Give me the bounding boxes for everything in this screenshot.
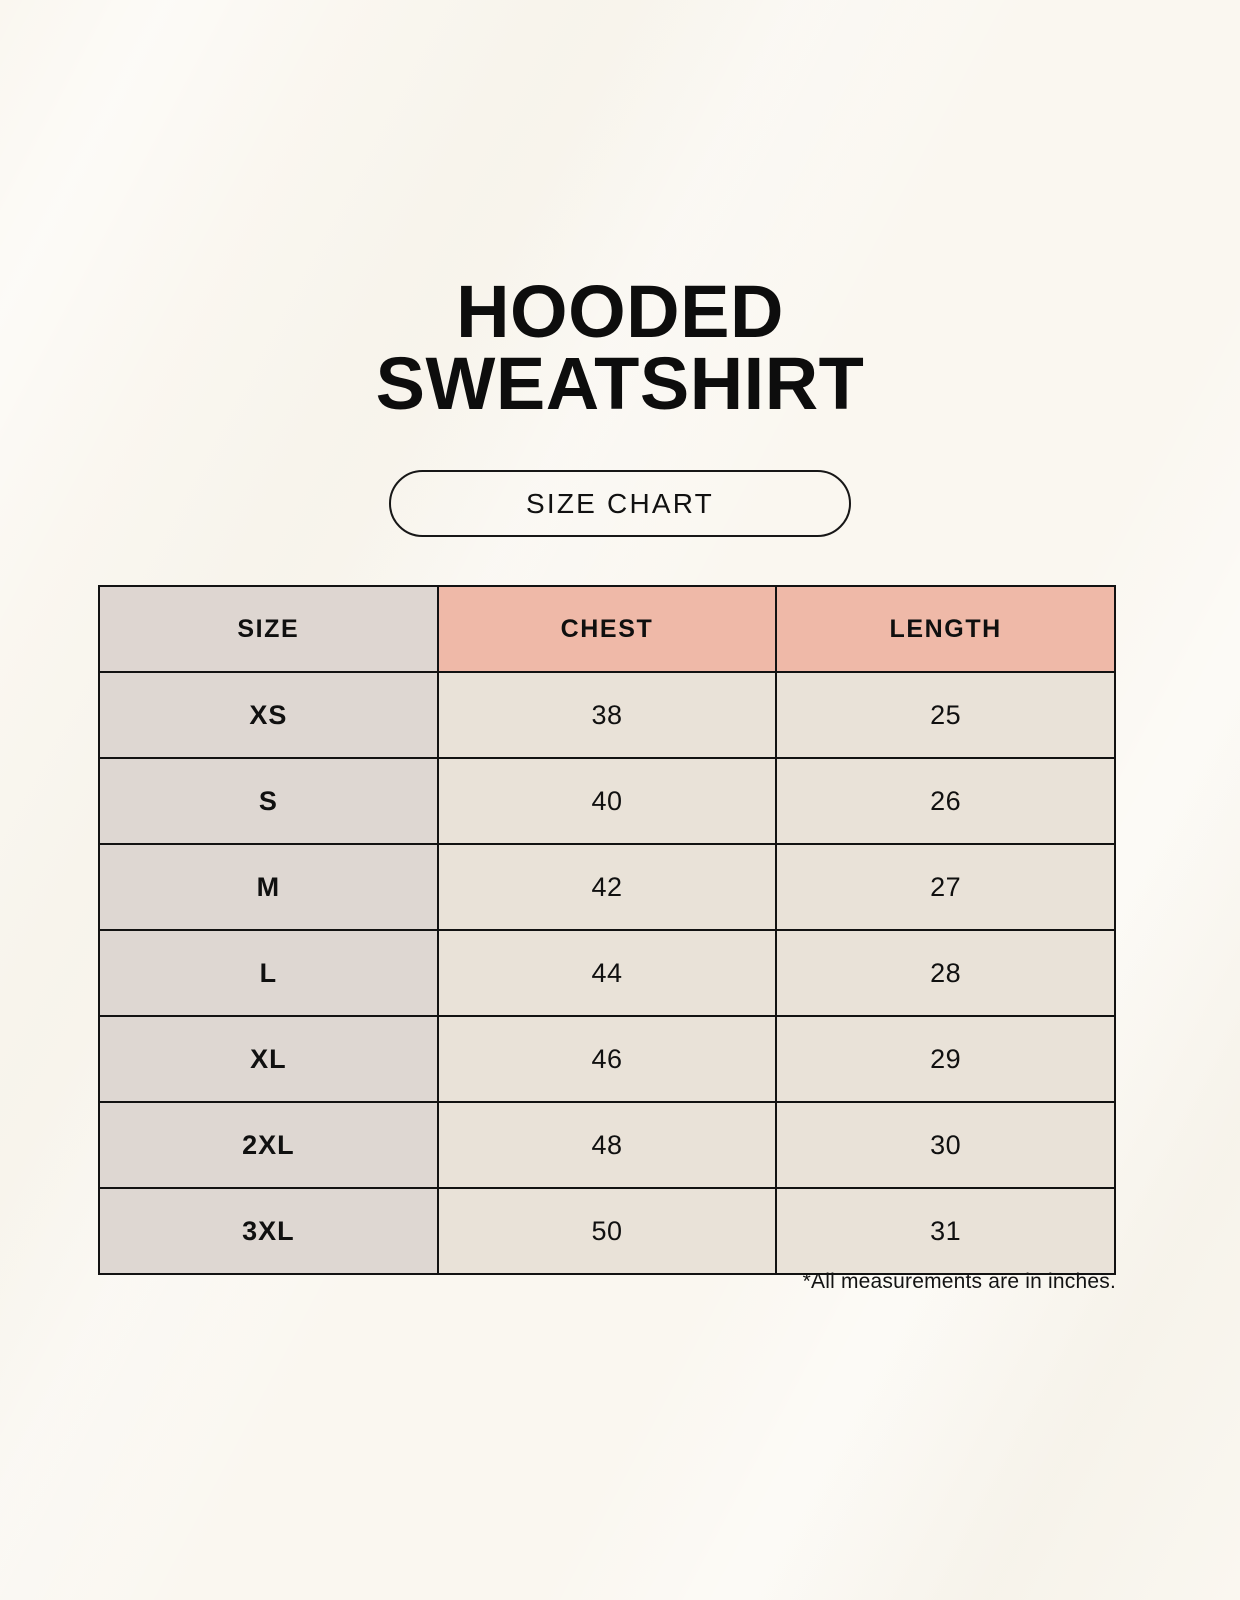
page-title-line-1: HOODED xyxy=(456,270,784,353)
column-header-length-label: LENGTH xyxy=(889,614,1002,643)
column-header-chest-label: CHEST xyxy=(560,614,654,643)
cell-chest: 46 xyxy=(436,1015,778,1103)
cell-length-value: 27 xyxy=(930,871,962,902)
page-title-line-2: SWEATSHIRT xyxy=(375,342,865,425)
measurement-footnote: *All measurements are in inches. xyxy=(802,1270,1116,1293)
column-header-size-label: SIZE xyxy=(237,614,300,643)
table-row: XL 46 29 xyxy=(98,1015,1116,1103)
cell-chest: 44 xyxy=(436,929,778,1017)
cell-size: XL xyxy=(98,1015,439,1103)
table-row: 2XL 48 30 xyxy=(98,1101,1116,1189)
cell-chest-value: 38 xyxy=(591,699,623,730)
cell-chest-value: 46 xyxy=(591,1043,623,1074)
cell-length: 30 xyxy=(775,1101,1116,1189)
table-row: L 44 28 xyxy=(98,929,1116,1017)
cell-length-value: 31 xyxy=(930,1215,962,1246)
cell-size: L xyxy=(98,929,439,1017)
cell-length: 25 xyxy=(775,671,1116,759)
cell-length-value: 30 xyxy=(930,1129,962,1160)
table-row: M 42 27 xyxy=(98,843,1116,931)
cell-size-value: L xyxy=(259,957,278,988)
cell-length: 27 xyxy=(775,843,1116,931)
cell-size-value: S xyxy=(258,785,278,816)
cell-size: S xyxy=(98,757,439,845)
cell-chest-value: 50 xyxy=(591,1215,623,1246)
size-table: SIZE CHEST LENGTH XS 38 25 S xyxy=(98,585,1116,1275)
cell-size: 3XL xyxy=(98,1187,439,1275)
cell-length-value: 25 xyxy=(930,699,962,730)
column-header-chest: CHEST xyxy=(436,585,778,673)
cell-size-value: M xyxy=(256,871,281,902)
cell-chest: 42 xyxy=(436,843,778,931)
cell-length-value: 28 xyxy=(930,957,962,988)
size-chart-badge: SIZE CHART xyxy=(389,470,851,537)
cell-size-value: XS xyxy=(249,699,288,730)
size-chart-badge-wrap: SIZE CHART xyxy=(0,470,1240,537)
cell-chest-value: 48 xyxy=(591,1129,623,1160)
size-table-container: SIZE CHEST LENGTH XS 38 25 S xyxy=(98,585,1116,1275)
size-table-body: XS 38 25 S 40 26 M 42 27 L 44 28 xyxy=(98,671,1116,1275)
cell-length-value: 26 xyxy=(930,785,962,816)
cell-chest: 50 xyxy=(436,1187,778,1275)
cell-length: 29 xyxy=(775,1015,1116,1103)
cell-length: 26 xyxy=(775,757,1116,845)
column-header-size: SIZE xyxy=(98,585,439,673)
cell-chest-value: 40 xyxy=(591,785,623,816)
cell-size-value: XL xyxy=(250,1043,287,1074)
page-title: HOODED SWEATSHIRT xyxy=(0,270,1240,425)
table-row: 3XL 50 31 xyxy=(98,1187,1116,1275)
cell-chest-value: 44 xyxy=(591,957,623,988)
cell-length: 31 xyxy=(775,1187,1116,1275)
cell-size-value: 2XL xyxy=(242,1129,295,1160)
table-row: S 40 26 xyxy=(98,757,1116,845)
cell-size: M xyxy=(98,843,439,931)
size-table-head: SIZE CHEST LENGTH xyxy=(98,585,1116,673)
column-header-length: LENGTH xyxy=(775,585,1116,673)
cell-length-value: 29 xyxy=(930,1043,962,1074)
cell-size-value: 3XL xyxy=(242,1215,295,1246)
cell-size: 2XL xyxy=(98,1101,439,1189)
cell-length: 28 xyxy=(775,929,1116,1017)
cell-chest: 40 xyxy=(436,757,778,845)
table-header-row: SIZE CHEST LENGTH xyxy=(98,585,1116,673)
cell-chest: 38 xyxy=(436,671,778,759)
table-row: XS 38 25 xyxy=(98,671,1116,759)
cell-chest-value: 42 xyxy=(591,871,623,902)
cell-chest: 48 xyxy=(436,1101,778,1189)
cell-size: XS xyxy=(98,671,439,759)
